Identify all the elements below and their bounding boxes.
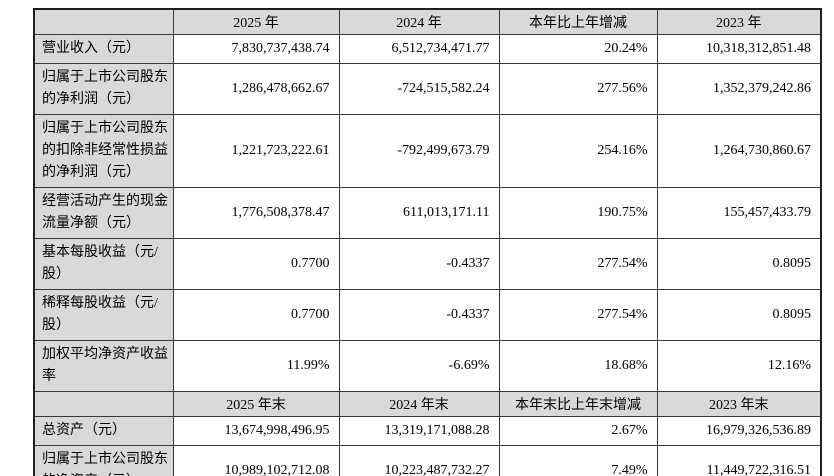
metric-label-cell: 加权平均净资产收益率 xyxy=(33,340,174,392)
value-cell-2023: 12.16% xyxy=(656,340,822,392)
value-cell-2025: 10,989,102,712.08 xyxy=(172,445,340,476)
value-cell-2024: 10,223,487,732.27 xyxy=(338,445,500,476)
metric-label-cell: 经营活动产生的现金流量净额（元） xyxy=(33,187,174,239)
table-header-row-period-end: 2025 年末 2024 年末 本年末比上年末增减 2023 年末 xyxy=(33,391,822,417)
table-row-total-assets: 总资产（元） 13,674,998,496.95 13,319,171,088.… xyxy=(33,416,822,446)
header-year-2025: 2025 年 xyxy=(172,8,340,35)
table-header-row-annual: 2025 年 2024 年 本年比上年增减 2023 年 xyxy=(33,8,822,35)
table-row-operating-cash-flow: 经营活动产生的现金流量净额（元） 1,776,508,378.47 611,01… xyxy=(33,187,822,239)
header-year-2024: 2024 年 xyxy=(338,8,500,35)
value-cell-2023: 11,449,722,316.51 xyxy=(656,445,822,476)
metric-label-cell: 营业收入（元） xyxy=(33,34,174,64)
value-cell-2024: 6,512,734,471.77 xyxy=(338,34,500,64)
header-empty-cell xyxy=(33,391,174,417)
value-cell-2023: 1,264,730,860.67 xyxy=(656,114,822,188)
value-cell-2025: 13,674,998,496.95 xyxy=(172,416,340,446)
financial-summary-table: 2025 年 2024 年 本年比上年增减 2023 年 营业收入（元） 7,8… xyxy=(33,8,822,476)
value-cell-change: 20.24% xyxy=(498,34,658,64)
value-cell-2024: -792,499,673.79 xyxy=(338,114,500,188)
table-row-revenue: 营业收入（元） 7,830,737,438.74 6,512,734,471.7… xyxy=(33,34,822,64)
table-row-net-assets: 归属于上市公司股东的净资产（元） 10,989,102,712.08 10,22… xyxy=(33,445,822,476)
table-row-net-profit: 归属于上市公司股东的净利润（元） 1,286,478,662.67 -724,5… xyxy=(33,63,822,115)
value-cell-2024: -0.4337 xyxy=(338,238,500,290)
value-cell-change: 277.54% xyxy=(498,289,658,341)
value-cell-2023: 0.8095 xyxy=(656,289,822,341)
table-row-diluted-eps: 稀释每股收益（元/股） 0.7700 -0.4337 277.54% 0.809… xyxy=(33,289,822,341)
value-cell-2025: 1,221,723,222.61 xyxy=(172,114,340,188)
value-cell-2025: 1,776,508,378.47 xyxy=(172,187,340,239)
value-cell-change: 2.67% xyxy=(498,416,658,446)
value-cell-2025: 7,830,737,438.74 xyxy=(172,34,340,64)
value-cell-2023: 16,979,326,536.89 xyxy=(656,416,822,446)
metric-label-cell: 归属于上市公司股东的净利润（元） xyxy=(33,63,174,115)
value-cell-2024: -0.4337 xyxy=(338,289,500,341)
value-cell-2025: 0.7700 xyxy=(172,238,340,290)
value-cell-2023: 0.8095 xyxy=(656,238,822,290)
header-year-2023: 2023 年 xyxy=(656,8,822,35)
value-cell-2024: -6.69% xyxy=(338,340,500,392)
header-yoy-change: 本年比上年增减 xyxy=(498,8,658,35)
value-cell-change: 277.56% xyxy=(498,63,658,115)
header-end-2024: 2024 年末 xyxy=(338,391,500,417)
value-cell-2023: 10,318,312,851.48 xyxy=(656,34,822,64)
value-cell-2023: 155,457,433.79 xyxy=(656,187,822,239)
value-cell-change: 7.49% xyxy=(498,445,658,476)
table-row-weighted-avg-roe: 加权平均净资产收益率 11.99% -6.69% 18.68% 12.16% xyxy=(33,340,822,392)
value-cell-change: 277.54% xyxy=(498,238,658,290)
value-cell-2025: 0.7700 xyxy=(172,289,340,341)
value-cell-change: 254.16% xyxy=(498,114,658,188)
metric-label-cell: 总资产（元） xyxy=(33,416,174,446)
value-cell-2025: 1,286,478,662.67 xyxy=(172,63,340,115)
table-row-net-profit-excl-nonrecurring: 归属于上市公司股东的扣除非经常性损益的净利润（元） 1,221,723,222.… xyxy=(33,114,822,188)
value-cell-change: 18.68% xyxy=(498,340,658,392)
metric-label-cell: 归属于上市公司股东的扣除非经常性损益的净利润（元） xyxy=(33,114,174,188)
value-cell-2024: 611,013,171.11 xyxy=(338,187,500,239)
metric-label-cell: 基本每股收益（元/股） xyxy=(33,238,174,290)
metric-label-cell: 归属于上市公司股东的净资产（元） xyxy=(33,445,174,476)
value-cell-2024: -724,515,582.24 xyxy=(338,63,500,115)
header-end-2025: 2025 年末 xyxy=(172,391,340,417)
table-row-basic-eps: 基本每股收益（元/股） 0.7700 -0.4337 277.54% 0.809… xyxy=(33,238,822,290)
header-empty-cell xyxy=(33,8,174,35)
value-cell-2023: 1,352,379,242.86 xyxy=(656,63,822,115)
value-cell-2024: 13,319,171,088.28 xyxy=(338,416,500,446)
value-cell-2025: 11.99% xyxy=(172,340,340,392)
header-end-2023: 2023 年末 xyxy=(656,391,822,417)
header-end-yoy-change: 本年末比上年末增减 xyxy=(498,391,658,417)
metric-label-cell: 稀释每股收益（元/股） xyxy=(33,289,174,341)
value-cell-change: 190.75% xyxy=(498,187,658,239)
